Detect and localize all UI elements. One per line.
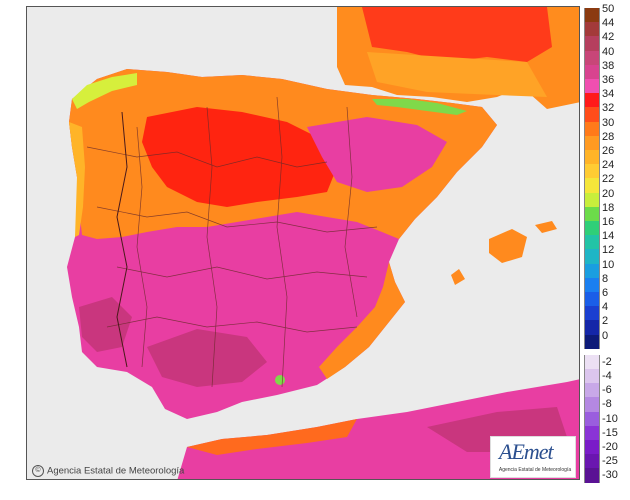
legend-swatch [584,249,600,264]
legend-label: 14 [602,230,615,243]
mallorca [489,229,527,263]
legend-swatch [584,306,600,321]
legend-swatch [584,150,600,165]
legend-swatch [584,292,600,307]
legend-label: 26 [602,145,615,157]
copyright-icon: © [32,465,44,477]
legend-swatch [584,320,600,335]
legend-swatch [584,178,600,193]
legend-label: -30 [602,469,618,482]
legend-swatch [584,440,600,455]
province-borders [86,96,378,388]
legend-label: -20 [602,441,618,453]
southeast-coast-warm [319,262,405,379]
legend-swatch [584,50,600,65]
ebro-valley-hot [307,117,447,192]
legend-swatch [584,164,600,179]
legend-label: 24 [602,159,615,172]
ibiza [451,269,465,285]
legend-label: 36 [602,74,615,86]
legend-label: 4 [602,301,609,314]
legend-label: 22 [602,173,615,186]
legend-swatch [584,369,600,384]
legend-swatch [584,425,600,440]
legend-swatch [584,22,600,37]
legend-label: 12 [602,244,615,257]
legend-swatch [584,192,600,207]
legend-label: -4 [602,370,612,382]
legend-label: 8 [602,272,609,285]
legend-label: -8 [602,398,612,411]
legend-swatch [584,121,600,136]
legend-swatch [584,397,600,412]
legend-swatch [584,135,600,150]
legend-label: 32 [602,102,615,115]
legend-label: -2 [602,355,612,368]
legend-label: 18 [602,201,615,214]
legend-label: 6 [602,287,609,299]
pyrenees-cool-strip [372,99,467,115]
galicia-coast-cool [72,73,137,109]
legend-swatch [584,354,600,369]
legend-swatch [584,221,600,236]
guadalquivir-hot [147,329,267,387]
logo-word: AEmet [499,439,554,464]
temperature-map [26,6,580,480]
iberia-temperature-map-graphic [27,7,579,479]
legend-label: 2 [602,315,609,328]
legend-label: -25 [602,455,618,468]
sierra-nevada-cool-spot [275,375,285,385]
credit-text: Agencia Estatal de Meteorología [47,465,185,477]
legend-swatch [584,334,600,349]
legend-label: 38 [602,59,615,72]
legend-swatch [584,107,600,122]
legend-label: 30 [602,116,615,129]
legend-label: -15 [602,426,618,439]
aemet-logo: AEmet Agencia Estatal de Meteorología [490,436,576,478]
legend-label: 44 [602,17,615,30]
portugal-spain-border [116,111,128,368]
legend-label: -6 [602,384,612,397]
legend-swatch [584,454,600,469]
legend-swatch [584,411,600,426]
legend-label: 42 [602,31,615,44]
north-africa-coast-warm [187,419,357,455]
legend-label: 10 [602,258,615,271]
legend-label: 0 [602,329,609,342]
legend-swatch [584,383,600,398]
france-hot-zone [362,7,552,62]
legend-label: -10 [602,412,618,425]
legend-swatch [584,8,600,23]
legend-swatch [584,93,600,108]
legend-label: 16 [602,216,615,228]
legend-swatch [584,277,600,292]
legend-label: 34 [602,88,615,101]
legend-label: 20 [602,187,615,200]
legend-label: 50 [602,3,615,15]
legend-swatch [584,64,600,79]
temperature-legend: 50 44 42 40 38 36 34 32 30 28 26 24 22 20 18 16 14 12 10 8 6… [584,4,628,486]
central-hot-core [142,107,337,207]
portugal-coast-warm [69,122,85,237]
legend-swatch [584,263,600,278]
legend-swatch [584,468,600,483]
legend-swatch [584,36,600,51]
north-africa-land [177,379,579,479]
legend-label: 28 [602,130,615,143]
copyright-credit: © Agencia Estatal de Meteorología [32,465,184,477]
france-orange-zone [367,52,547,97]
logo-subtitle: Agencia Estatal de Meteorología [498,467,572,473]
legend-label: 40 [602,45,615,58]
legend-swatch [584,235,600,250]
legend-swatch [584,79,600,94]
menorca [535,221,557,233]
legend-swatch [584,206,600,221]
